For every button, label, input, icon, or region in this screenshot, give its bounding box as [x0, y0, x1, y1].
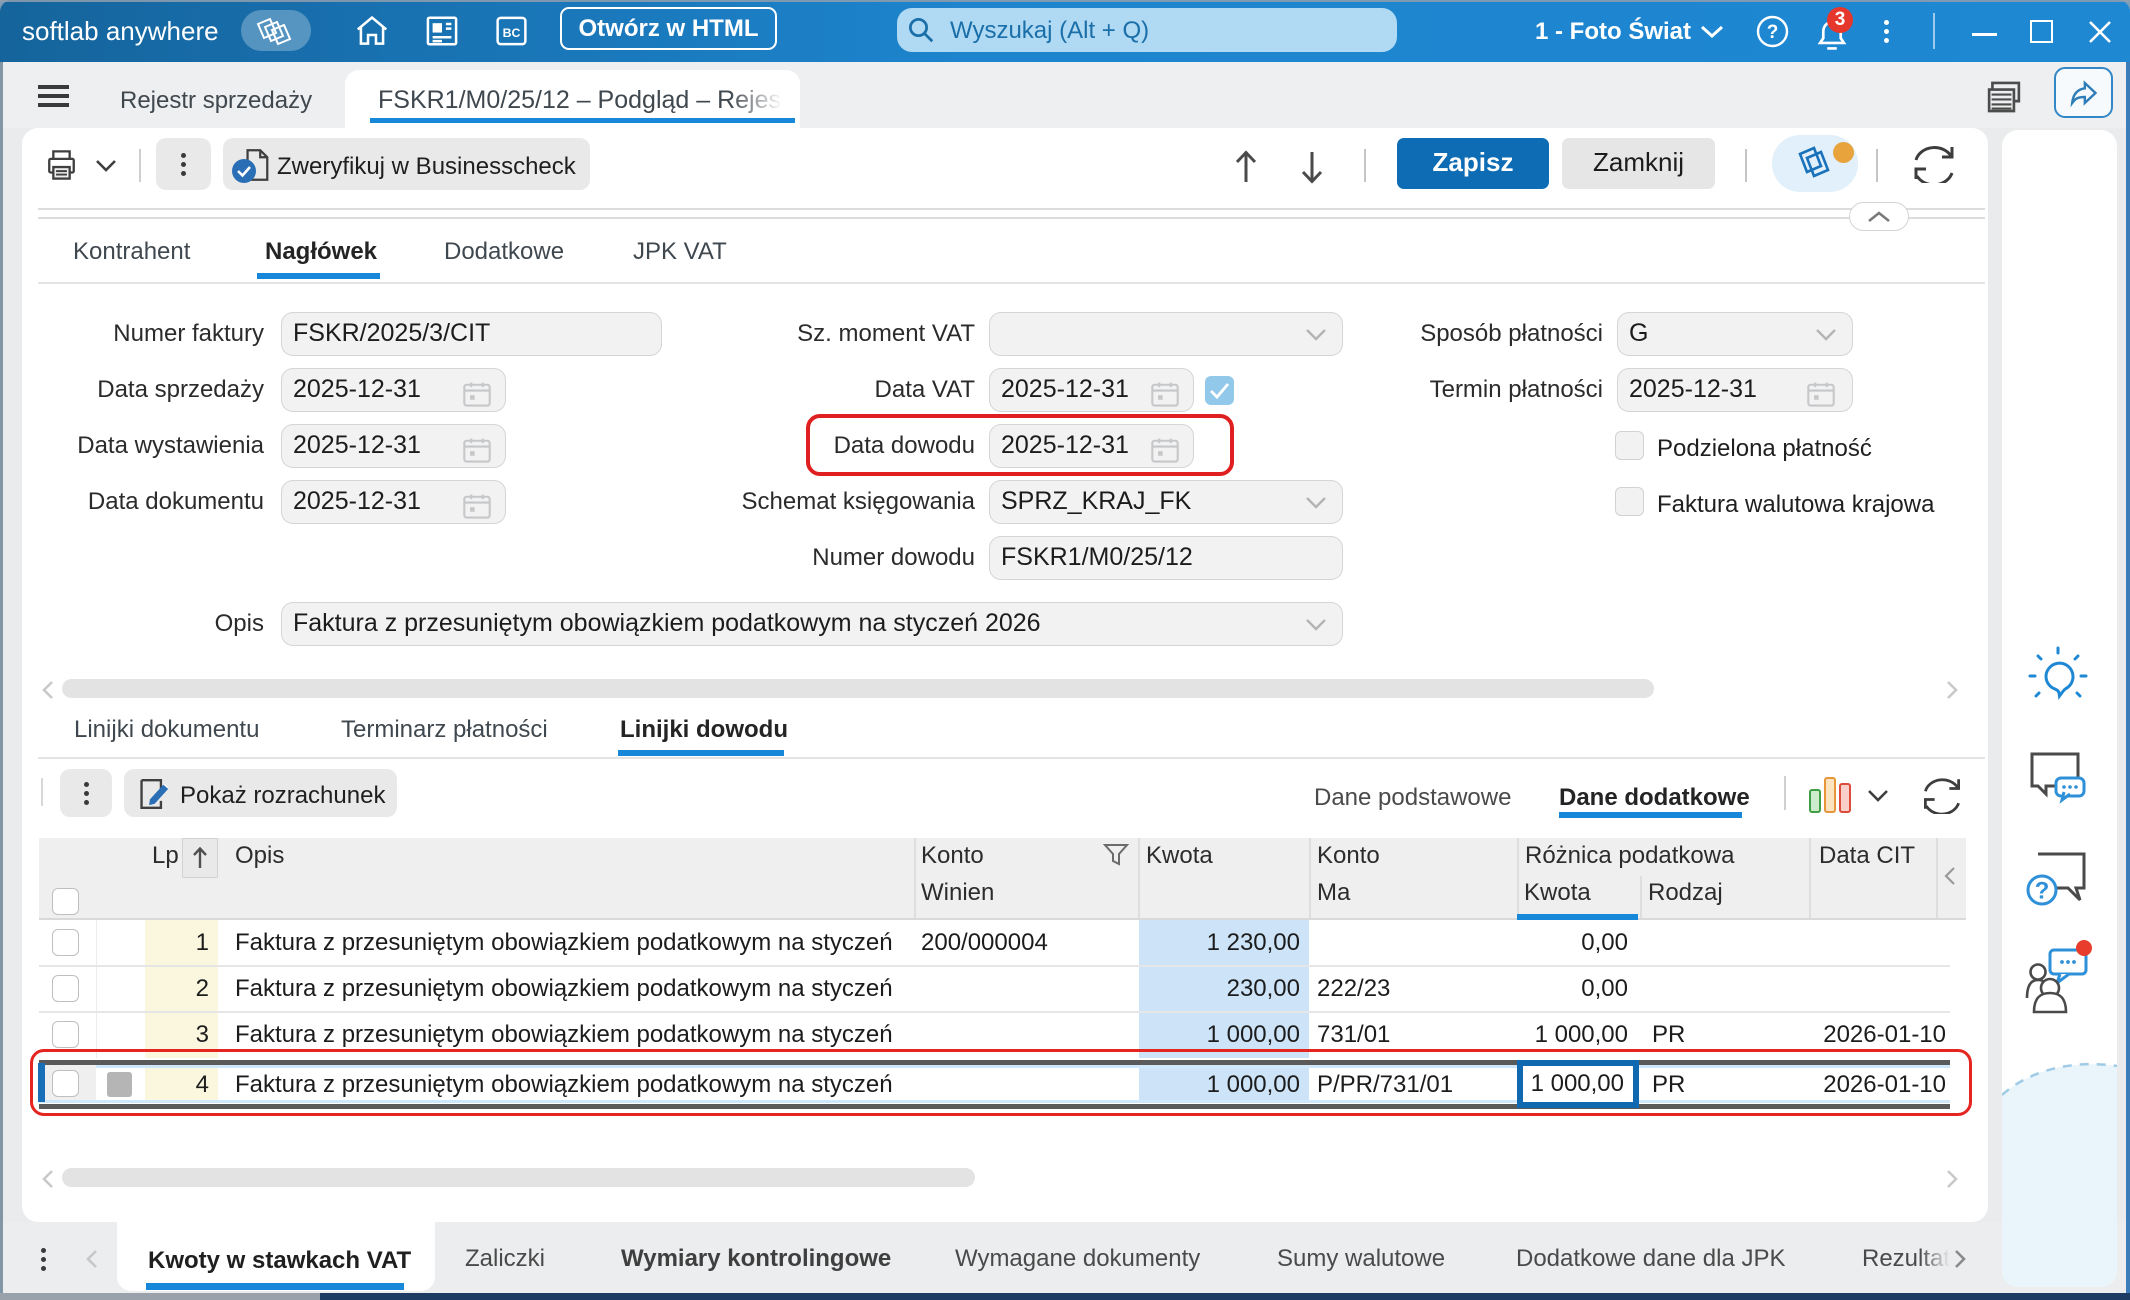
svg-text:BC: BC — [503, 26, 521, 40]
svg-text:?: ? — [1767, 22, 1779, 43]
svg-text:?: ? — [2035, 878, 2050, 905]
